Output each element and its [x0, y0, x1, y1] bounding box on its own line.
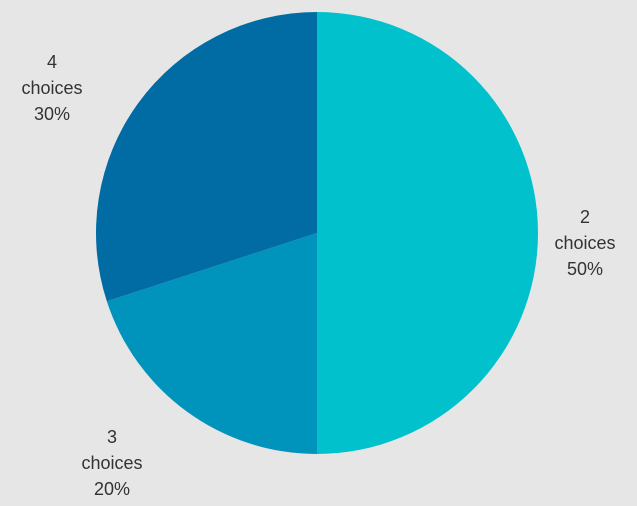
pie-label-line: 20%	[94, 479, 130, 499]
pie-slices	[96, 12, 538, 454]
pie-labels: 2 choices 50% 3 choices 20% 4 choices 30%	[21, 52, 615, 499]
pie-label-line: choices	[81, 453, 142, 473]
pie-label-line: 4	[47, 52, 57, 72]
pie-label-2-choices: 2 choices 50%	[554, 207, 615, 279]
pie-slice-4-choices	[96, 12, 317, 302]
pie-label-line: 30%	[34, 104, 70, 124]
pie-label-4-choices: 4 choices 30%	[21, 52, 82, 124]
pie-label-line: choices	[21, 78, 82, 98]
pie-slice-3-choices	[106, 233, 317, 454]
pie-label-line: 3	[107, 427, 117, 447]
pie-slice-2-choices	[317, 12, 538, 454]
pie-label-line: choices	[554, 233, 615, 253]
pie-label-line: 50%	[567, 259, 603, 279]
pie-label-3-choices: 3 choices 20%	[81, 427, 142, 499]
pie-label-line: 2	[580, 207, 590, 227]
